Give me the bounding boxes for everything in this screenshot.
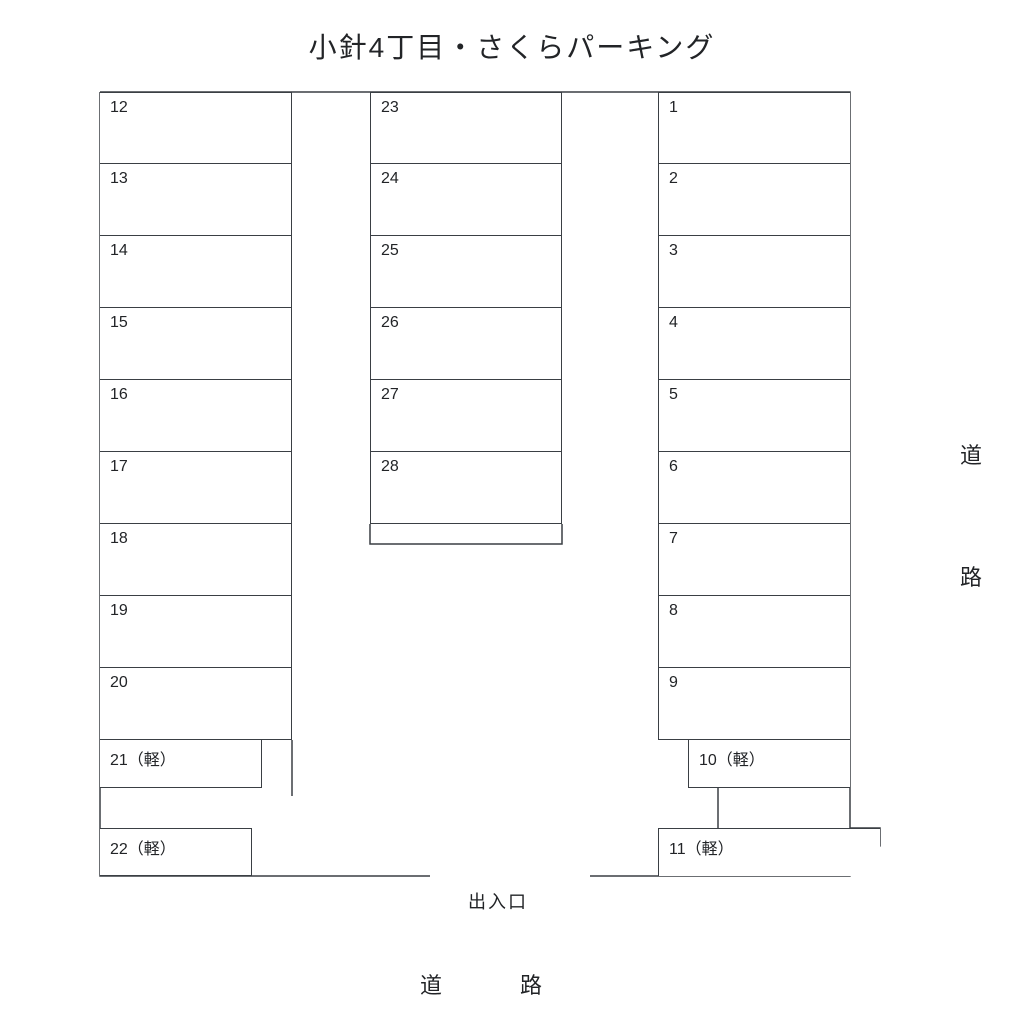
parking-slot-14: 14: [100, 236, 292, 308]
parking-slot-6: 6: [658, 452, 850, 524]
parking-slot-18: 18: [100, 524, 292, 596]
parking-slot-5: 5: [658, 380, 850, 452]
parking-slot-19: 19: [100, 596, 292, 668]
parking-slot-13: 13: [100, 164, 292, 236]
parking-slot-28: 28: [370, 452, 562, 524]
road-label-right-bottom: 路: [960, 560, 982, 592]
parking-slot-11: 11（軽）: [658, 828, 880, 876]
parking-slot-26: 26: [370, 308, 562, 380]
parking-slot-15: 15: [100, 308, 292, 380]
page-title: 小針4丁目・さくらパーキング: [0, 26, 1024, 66]
parking-slot-25: 25: [370, 236, 562, 308]
parking-slot-12: 12: [100, 92, 292, 164]
parking-slot-21: 21（軽）: [100, 740, 262, 788]
parking-slot-2: 2: [658, 164, 850, 236]
parking-slot-10: 10（軽）: [688, 740, 850, 788]
parking-slot-22: 22（軽）: [100, 828, 252, 876]
parking-slot-8: 8: [658, 596, 850, 668]
road-label-right-top: 道: [960, 438, 982, 470]
parking-slot-20: 20: [100, 668, 292, 740]
parking-slot-3: 3: [658, 236, 850, 308]
parking-slot-9: 9: [658, 668, 850, 740]
parking-slot-27: 27: [370, 380, 562, 452]
parking-slot-7: 7: [658, 524, 850, 596]
road-label-bottom: 道 路: [420, 968, 570, 1000]
parking-slot-17: 17: [100, 452, 292, 524]
parking-slot-16: 16: [100, 380, 292, 452]
parking-slot-4: 4: [658, 308, 850, 380]
parking-slot-24: 24: [370, 164, 562, 236]
parking-slot-1: 1: [658, 92, 850, 164]
entrance-label: 出入口: [468, 888, 528, 914]
parking-slot-23: 23: [370, 92, 562, 164]
